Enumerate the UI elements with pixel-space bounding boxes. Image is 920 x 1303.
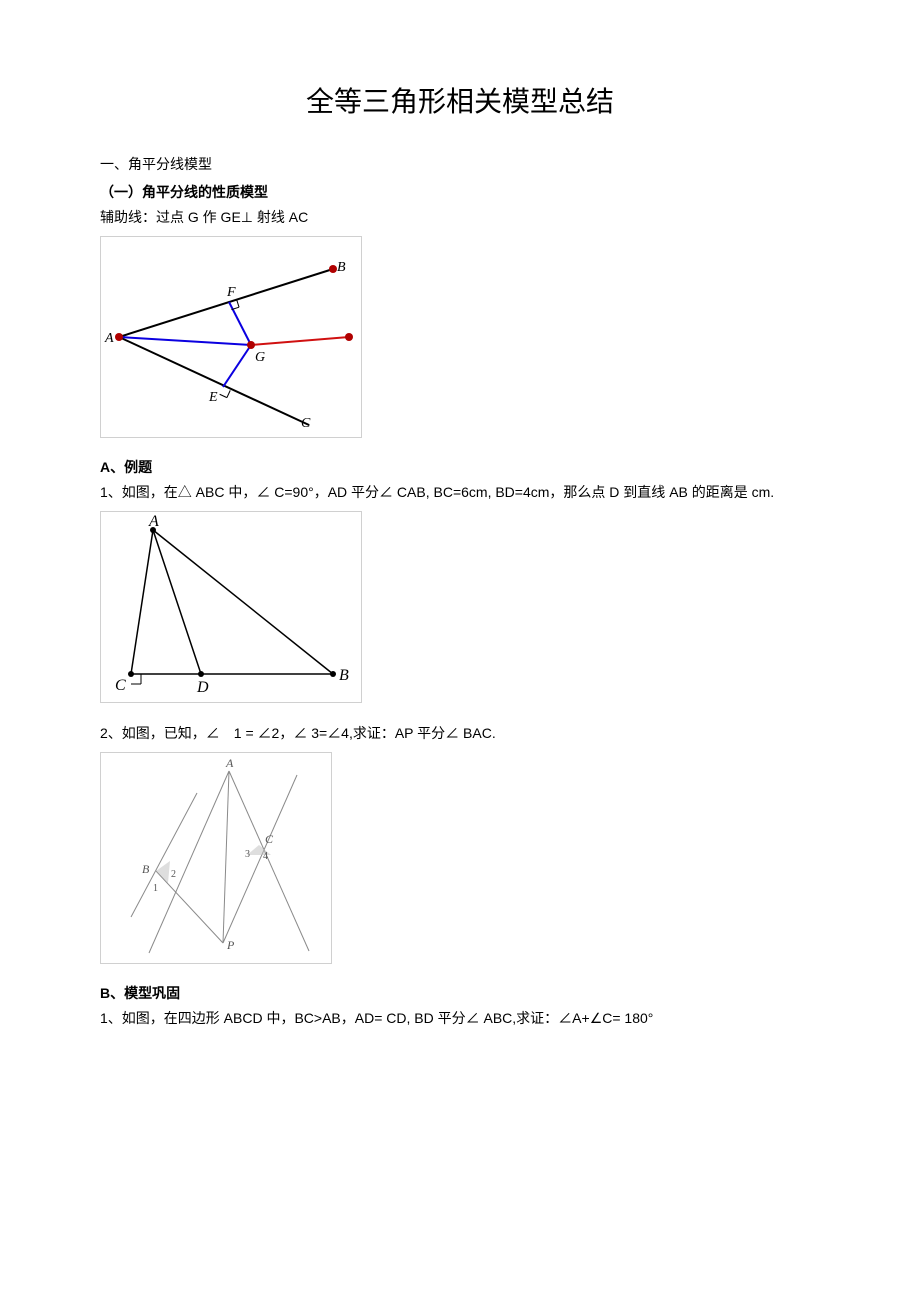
example-2-text: 2、如图，已知，∠ 1 = ∠2，∠ 3=∠4,求证：AP 平分∠ BAC. (100, 722, 820, 744)
figure-2-svg: A C D B (101, 512, 361, 702)
figure-2: A C D B (100, 511, 362, 703)
figure-1-svg: A B G F E C (101, 237, 361, 437)
svg-text:2: 2 (171, 869, 176, 880)
examples-heading: A、例题 (100, 459, 152, 475)
svg-text:C: C (115, 677, 126, 694)
svg-text:A: A (104, 331, 114, 346)
page-title: 全等三角形相关模型总结 (100, 80, 820, 125)
svg-text:P: P (226, 938, 235, 952)
svg-text:B: B (337, 260, 346, 275)
figure-3: A B C P 1 2 3 4 (100, 752, 332, 964)
section1-heading: 一、角平分线模型 (100, 153, 820, 175)
svg-text:D: D (196, 679, 209, 696)
svg-text:3: 3 (245, 849, 250, 860)
svg-text:1: 1 (153, 883, 158, 894)
svg-text:A: A (225, 756, 234, 770)
svg-text:4: 4 (263, 851, 268, 862)
practice-1-text: 1、如图，在四边形 ABCD 中，BC>AB，AD= CD, BD 平分∠ AB… (100, 1007, 820, 1029)
practice-heading: B、模型巩固 (100, 985, 180, 1001)
svg-text:A: A (148, 513, 159, 530)
figure-3-svg: A B C P 1 2 3 4 (101, 753, 331, 963)
svg-text:G: G (255, 350, 265, 365)
svg-text:F: F (226, 285, 236, 300)
svg-text:C: C (301, 416, 311, 431)
svg-text:C: C (265, 832, 274, 846)
sub1-title: （一）角平分线的性质模型 (100, 184, 268, 200)
figure-1: A B G F E C (100, 236, 362, 438)
svg-text:B: B (339, 667, 349, 684)
svg-text:B: B (142, 862, 150, 876)
example-1-text: 1、如图，在△ ABC 中，∠ C=90°，AD 平分∠ CAB, BC=6cm… (100, 481, 820, 503)
sub1-aux: 辅助线：过点 G 作 GE⊥ 射线 AC (100, 206, 820, 228)
svg-text:E: E (208, 390, 218, 405)
